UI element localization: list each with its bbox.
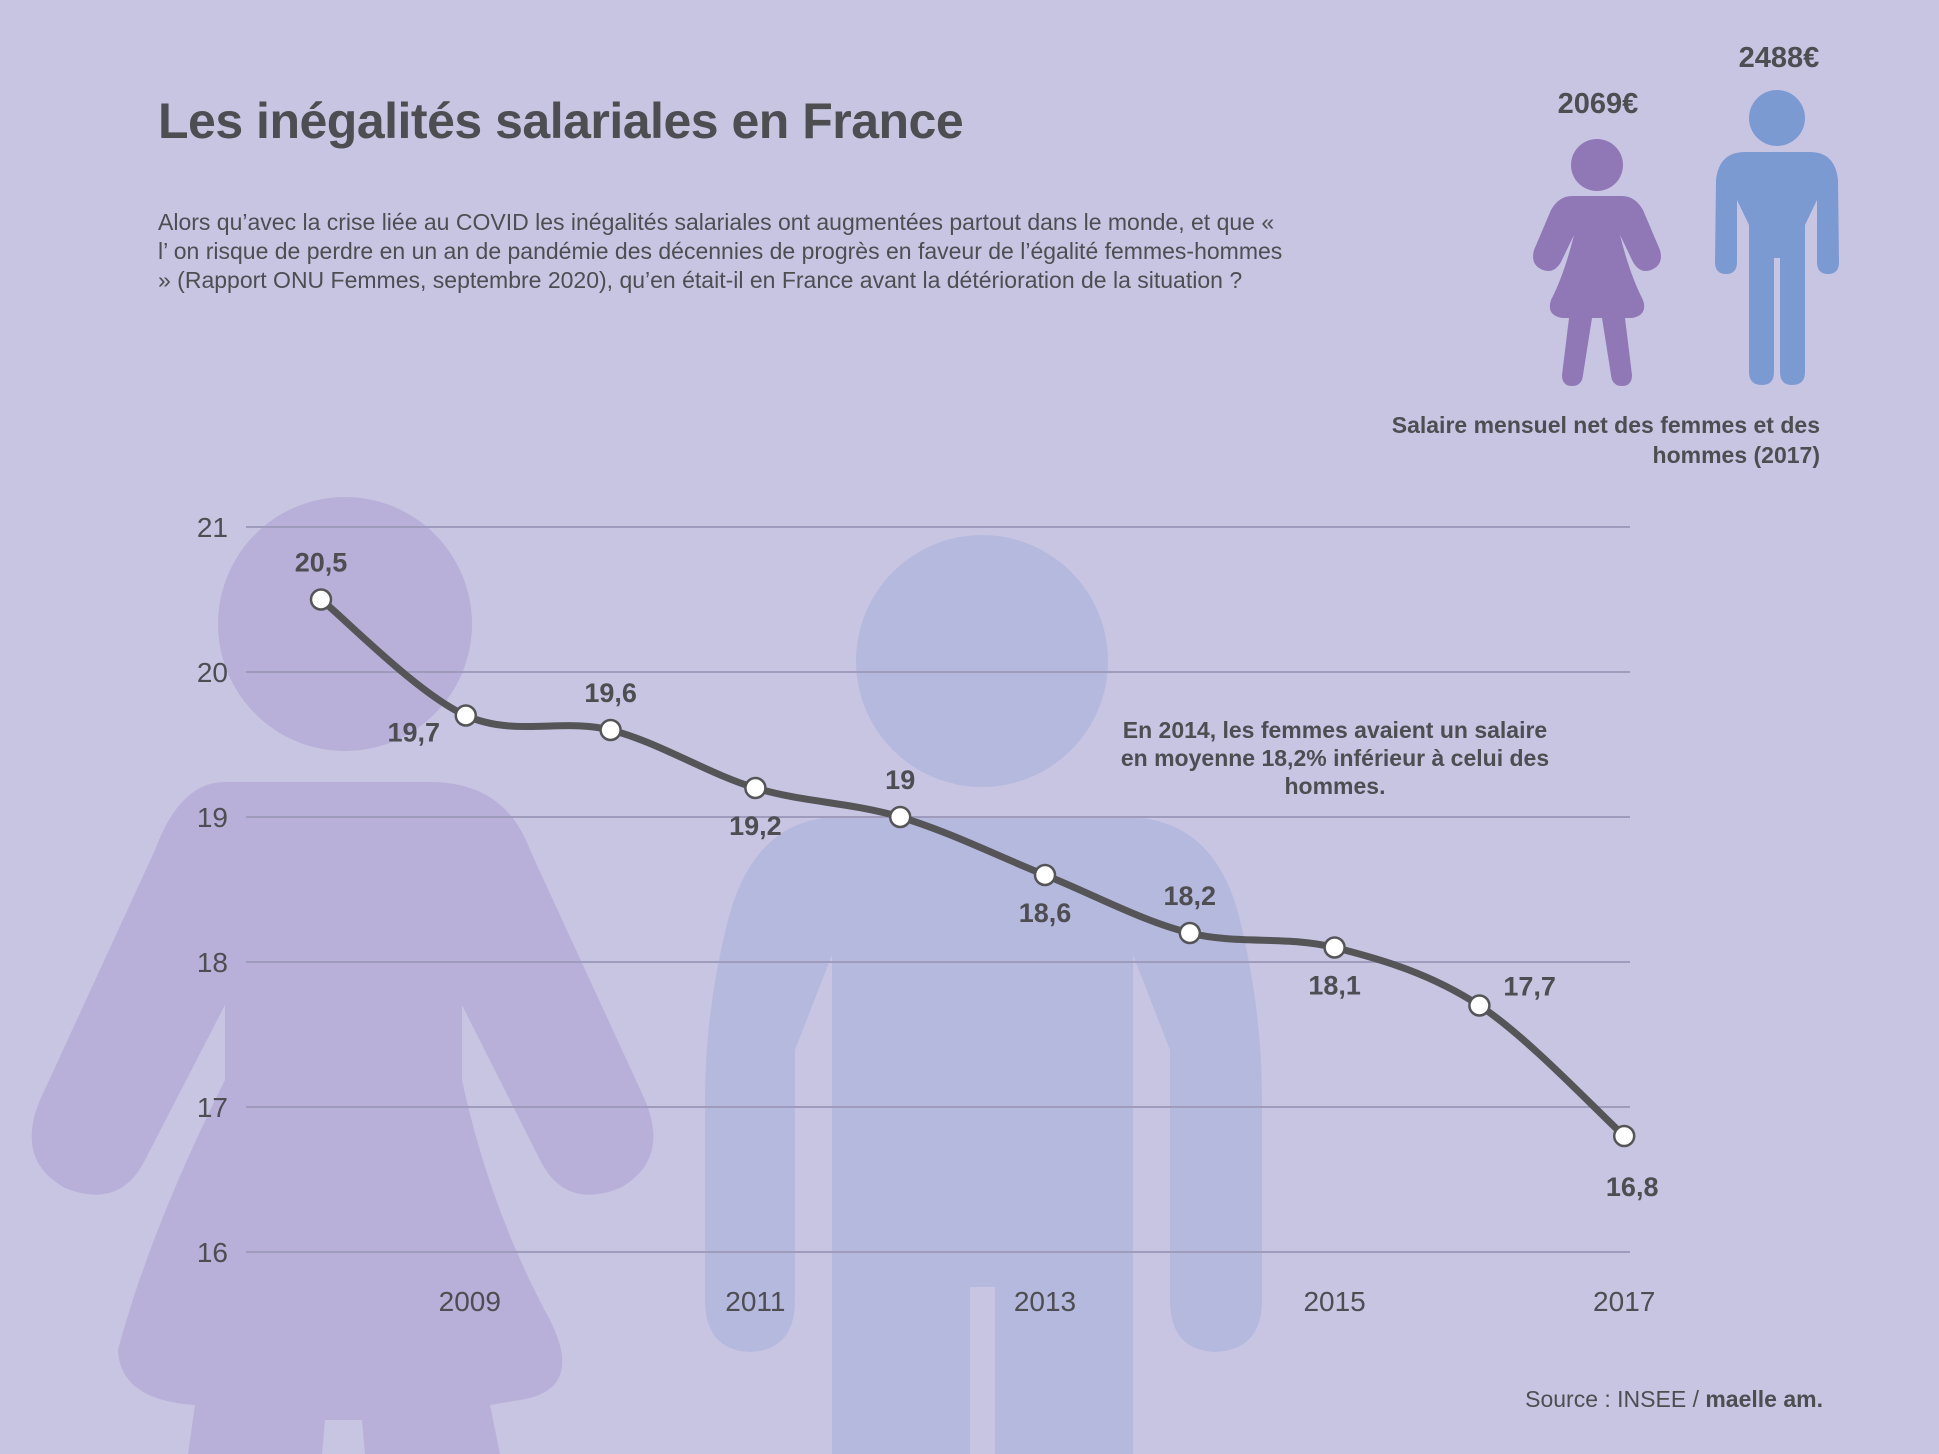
source-author: maelle am. (1705, 1386, 1823, 1412)
y-tick-label: 21 (197, 512, 228, 543)
men-salary-value: 2488€ (1738, 42, 1820, 74)
x-tick-label: 2011 (725, 1286, 785, 1317)
data-label: 18,6 (1019, 898, 1072, 928)
data-point (454, 704, 478, 727)
data-label: 16,8 (1606, 1172, 1659, 1202)
x-tick-label: 2015 (1303, 1286, 1365, 1317)
data-point (1323, 936, 1346, 959)
y-axis: 16 17 18 19 20 21 (197, 512, 228, 1268)
data-point (888, 805, 912, 829)
data-label: 19,6 (584, 678, 637, 708)
data-label: 17,7 (1503, 972, 1556, 1002)
data-point (309, 588, 333, 611)
x-axis: 2009 2011 2013 2015 2017 (439, 1286, 1656, 1317)
data-point (1178, 921, 1202, 945)
data-point (1468, 994, 1491, 1017)
y-tick-label: 19 (197, 802, 228, 833)
x-tick-label: 2013 (1014, 1286, 1076, 1317)
y-tick-label: 17 (197, 1092, 228, 1123)
series-line (317, 596, 1628, 1140)
data-label: 19,7 (388, 718, 441, 748)
data-label: 18,2 (1164, 881, 1217, 911)
page-title: Les inégalités salariales en France (158, 93, 964, 149)
data-label: 19,2 (729, 811, 782, 841)
salary-caption: Salaire mensuel net des femmes et des ho… (1391, 412, 1820, 468)
y-tick-label: 18 (197, 947, 228, 978)
chart-annotation: En 2014, les femmes avaient un salaire e… (1120, 717, 1550, 799)
gridlines (246, 526, 1630, 1253)
background-woman-icon (31, 497, 654, 1454)
woman-icon (1533, 139, 1661, 386)
y-tick-label: 20 (197, 657, 228, 688)
man-icon (1715, 90, 1839, 385)
data-label: 19 (885, 765, 915, 795)
source-credit: Source : INSEE / maelle am. (1525, 1386, 1823, 1413)
data-labels: 20,5 19,7 19,6 19,2 19 18,6 18,2 18,1 17,7 16,8 (295, 548, 1659, 1203)
data-label: 20,5 (295, 548, 348, 578)
data-points (309, 588, 1636, 1148)
intro-text: Alors qu’avec la crise liée au COVID les… (158, 209, 1283, 293)
data-point (1033, 863, 1057, 887)
source-prefix: Source : INSEE / (1525, 1386, 1706, 1412)
data-point (1612, 1124, 1636, 1148)
x-tick-label: 2009 (439, 1286, 501, 1317)
data-point (599, 718, 622, 742)
y-tick-label: 16 (197, 1237, 228, 1268)
women-salary-value: 2069€ (1557, 88, 1639, 120)
x-tick-label: 2017 (1593, 1286, 1655, 1317)
data-label: 18,1 (1308, 971, 1361, 1001)
data-point (744, 776, 767, 800)
background-man-icon (705, 535, 1262, 1454)
